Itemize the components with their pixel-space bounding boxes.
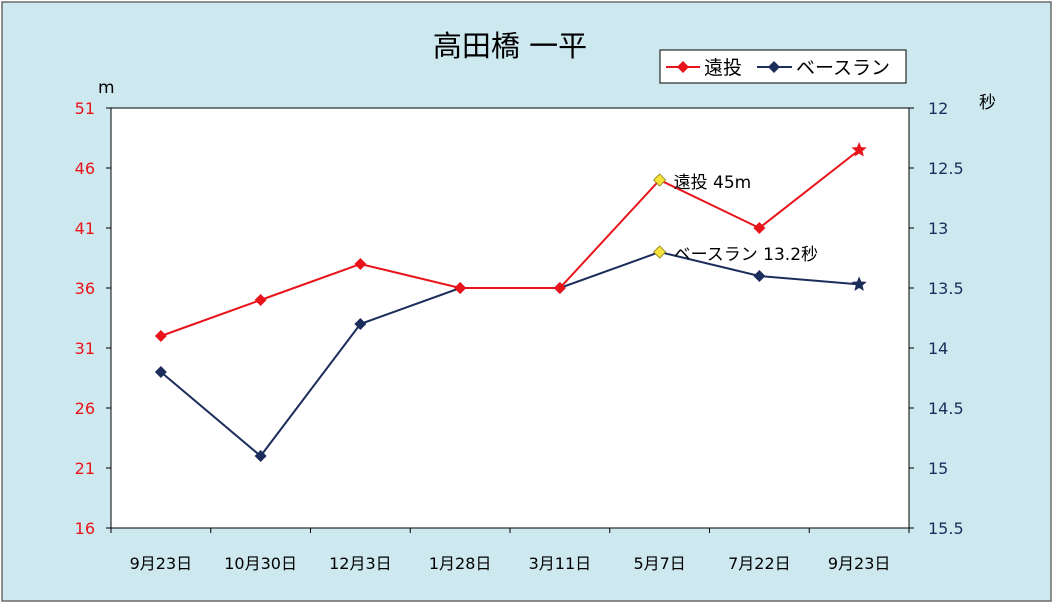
left-tick-label: 46 (75, 159, 95, 178)
left-tick-label: 21 (75, 459, 95, 478)
x-tick-label: 3月11日 (529, 554, 592, 573)
right-tick-label: 14 (928, 339, 948, 358)
legend-label-baserun: ベースラン (796, 57, 890, 79)
left-tick-label: 51 (75, 99, 95, 118)
series-line-enntou (160, 149, 860, 337)
data-point-enntou (454, 282, 467, 294)
right-tick-label: 15 (928, 459, 948, 478)
data-point-enntou (851, 142, 867, 157)
right-tick-label: 12.5 (928, 159, 964, 178)
right-tick-label: 13.5 (928, 279, 964, 298)
legend: 遠投 ベースラン (659, 49, 907, 84)
data-point-enntou (553, 282, 566, 294)
data-point-enntou (753, 222, 766, 234)
x-tick-label: 10月30日 (224, 554, 297, 573)
plot-area (110, 107, 910, 529)
data-point-baserun (653, 245, 667, 259)
left-tick-label: 26 (75, 399, 95, 418)
data-point-baserun (254, 450, 267, 462)
right-axis-unit: 秒 (979, 93, 996, 113)
x-tick-label: 5月7日 (633, 554, 685, 573)
x-tick-label: 7月22日 (728, 554, 791, 573)
right-tick-label: 14.5 (928, 399, 964, 418)
data-point-enntou (254, 294, 267, 306)
right-tick-label: 15.5 (928, 519, 964, 538)
legend-marker-baserun (768, 61, 780, 73)
data-point-baserun (753, 270, 766, 282)
annotation-baserun: ベースラン 13.2秒 (674, 245, 818, 265)
right-tick-label: 13 (928, 219, 948, 238)
left-tick-label: 16 (75, 519, 95, 538)
right-tick-label: 12 (928, 99, 948, 118)
series (154, 142, 867, 462)
legend-marker-enntou (677, 61, 689, 73)
x-tick-label: 9月23日 (828, 554, 891, 573)
data-point-baserun (354, 318, 367, 330)
annotation-enntou: 遠投 45m (674, 173, 752, 193)
data-point-baserun (154, 366, 167, 378)
x-tick-label: 1月28日 (429, 554, 492, 573)
left-axis-unit: m (98, 78, 115, 98)
axes: 51 46 41 36 31 26 21 16 12 12.5 13 13.5 14 14.5 15 15.5… (75, 99, 964, 573)
data-point-enntou (154, 330, 167, 342)
x-tick-label: 9月23日 (130, 554, 193, 573)
chart-title: 高田橋 一平 (433, 29, 587, 63)
data-point-baserun (851, 276, 867, 291)
data-point-enntou (354, 258, 367, 270)
x-tick-label: 12月3日 (329, 554, 392, 573)
left-tick-label: 36 (75, 279, 95, 298)
legend-label-enntou: 遠投 (704, 57, 742, 79)
left-tick-label: 31 (75, 339, 95, 358)
data-point-enntou (653, 173, 667, 187)
left-tick-label: 41 (75, 219, 95, 238)
